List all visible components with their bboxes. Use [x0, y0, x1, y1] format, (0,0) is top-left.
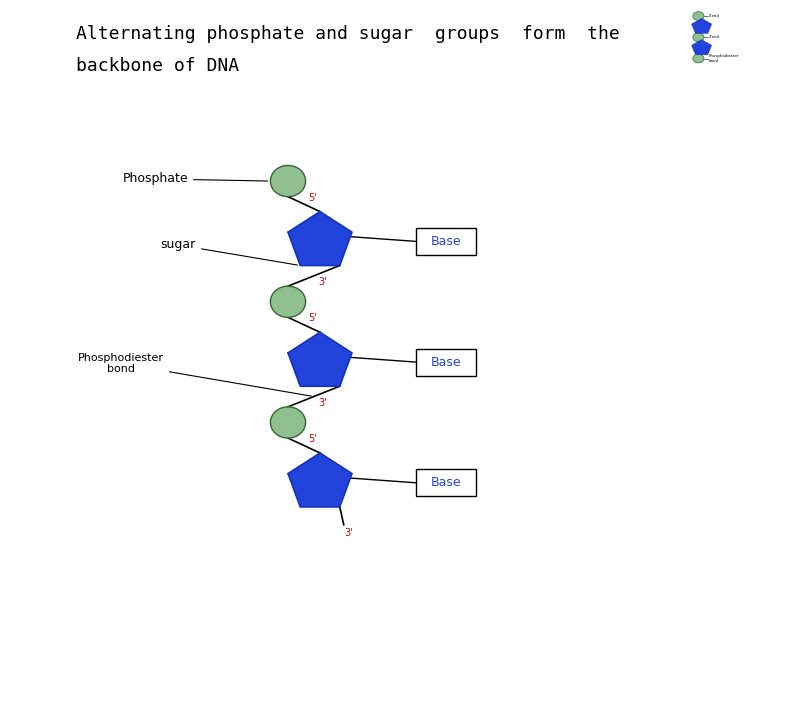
Circle shape	[693, 33, 704, 42]
Text: 3': 3'	[345, 528, 353, 538]
Text: 3': 3'	[318, 398, 326, 408]
Text: Base: Base	[430, 476, 462, 489]
Circle shape	[270, 407, 306, 438]
FancyBboxPatch shape	[416, 469, 476, 496]
Polygon shape	[692, 18, 711, 33]
Text: backbone of DNA: backbone of DNA	[76, 57, 239, 75]
Text: Base: Base	[430, 356, 462, 368]
FancyBboxPatch shape	[416, 228, 476, 255]
Text: 5': 5'	[308, 192, 317, 203]
Text: Base: Base	[430, 235, 462, 248]
Polygon shape	[288, 453, 352, 507]
Circle shape	[270, 286, 306, 317]
Text: 5'end: 5'end	[709, 14, 720, 18]
FancyBboxPatch shape	[416, 349, 476, 376]
Text: Phosphate: Phosphate	[122, 173, 268, 185]
Circle shape	[270, 165, 306, 197]
Text: 3'end: 3'end	[709, 36, 720, 39]
Polygon shape	[692, 40, 711, 55]
Text: 3': 3'	[318, 277, 326, 288]
Text: Phosphodiester
bond: Phosphodiester bond	[709, 54, 739, 62]
Text: 5': 5'	[308, 313, 317, 324]
Text: Phosphodiester
bond: Phosphodiester bond	[78, 353, 311, 396]
Text: 5': 5'	[308, 434, 317, 444]
Circle shape	[693, 54, 704, 63]
Text: Alternating phosphate and sugar  groups  form  the: Alternating phosphate and sugar groups f…	[76, 25, 620, 43]
Polygon shape	[288, 212, 352, 266]
Text: sugar: sugar	[161, 239, 298, 265]
Circle shape	[693, 11, 704, 21]
Polygon shape	[288, 332, 352, 386]
